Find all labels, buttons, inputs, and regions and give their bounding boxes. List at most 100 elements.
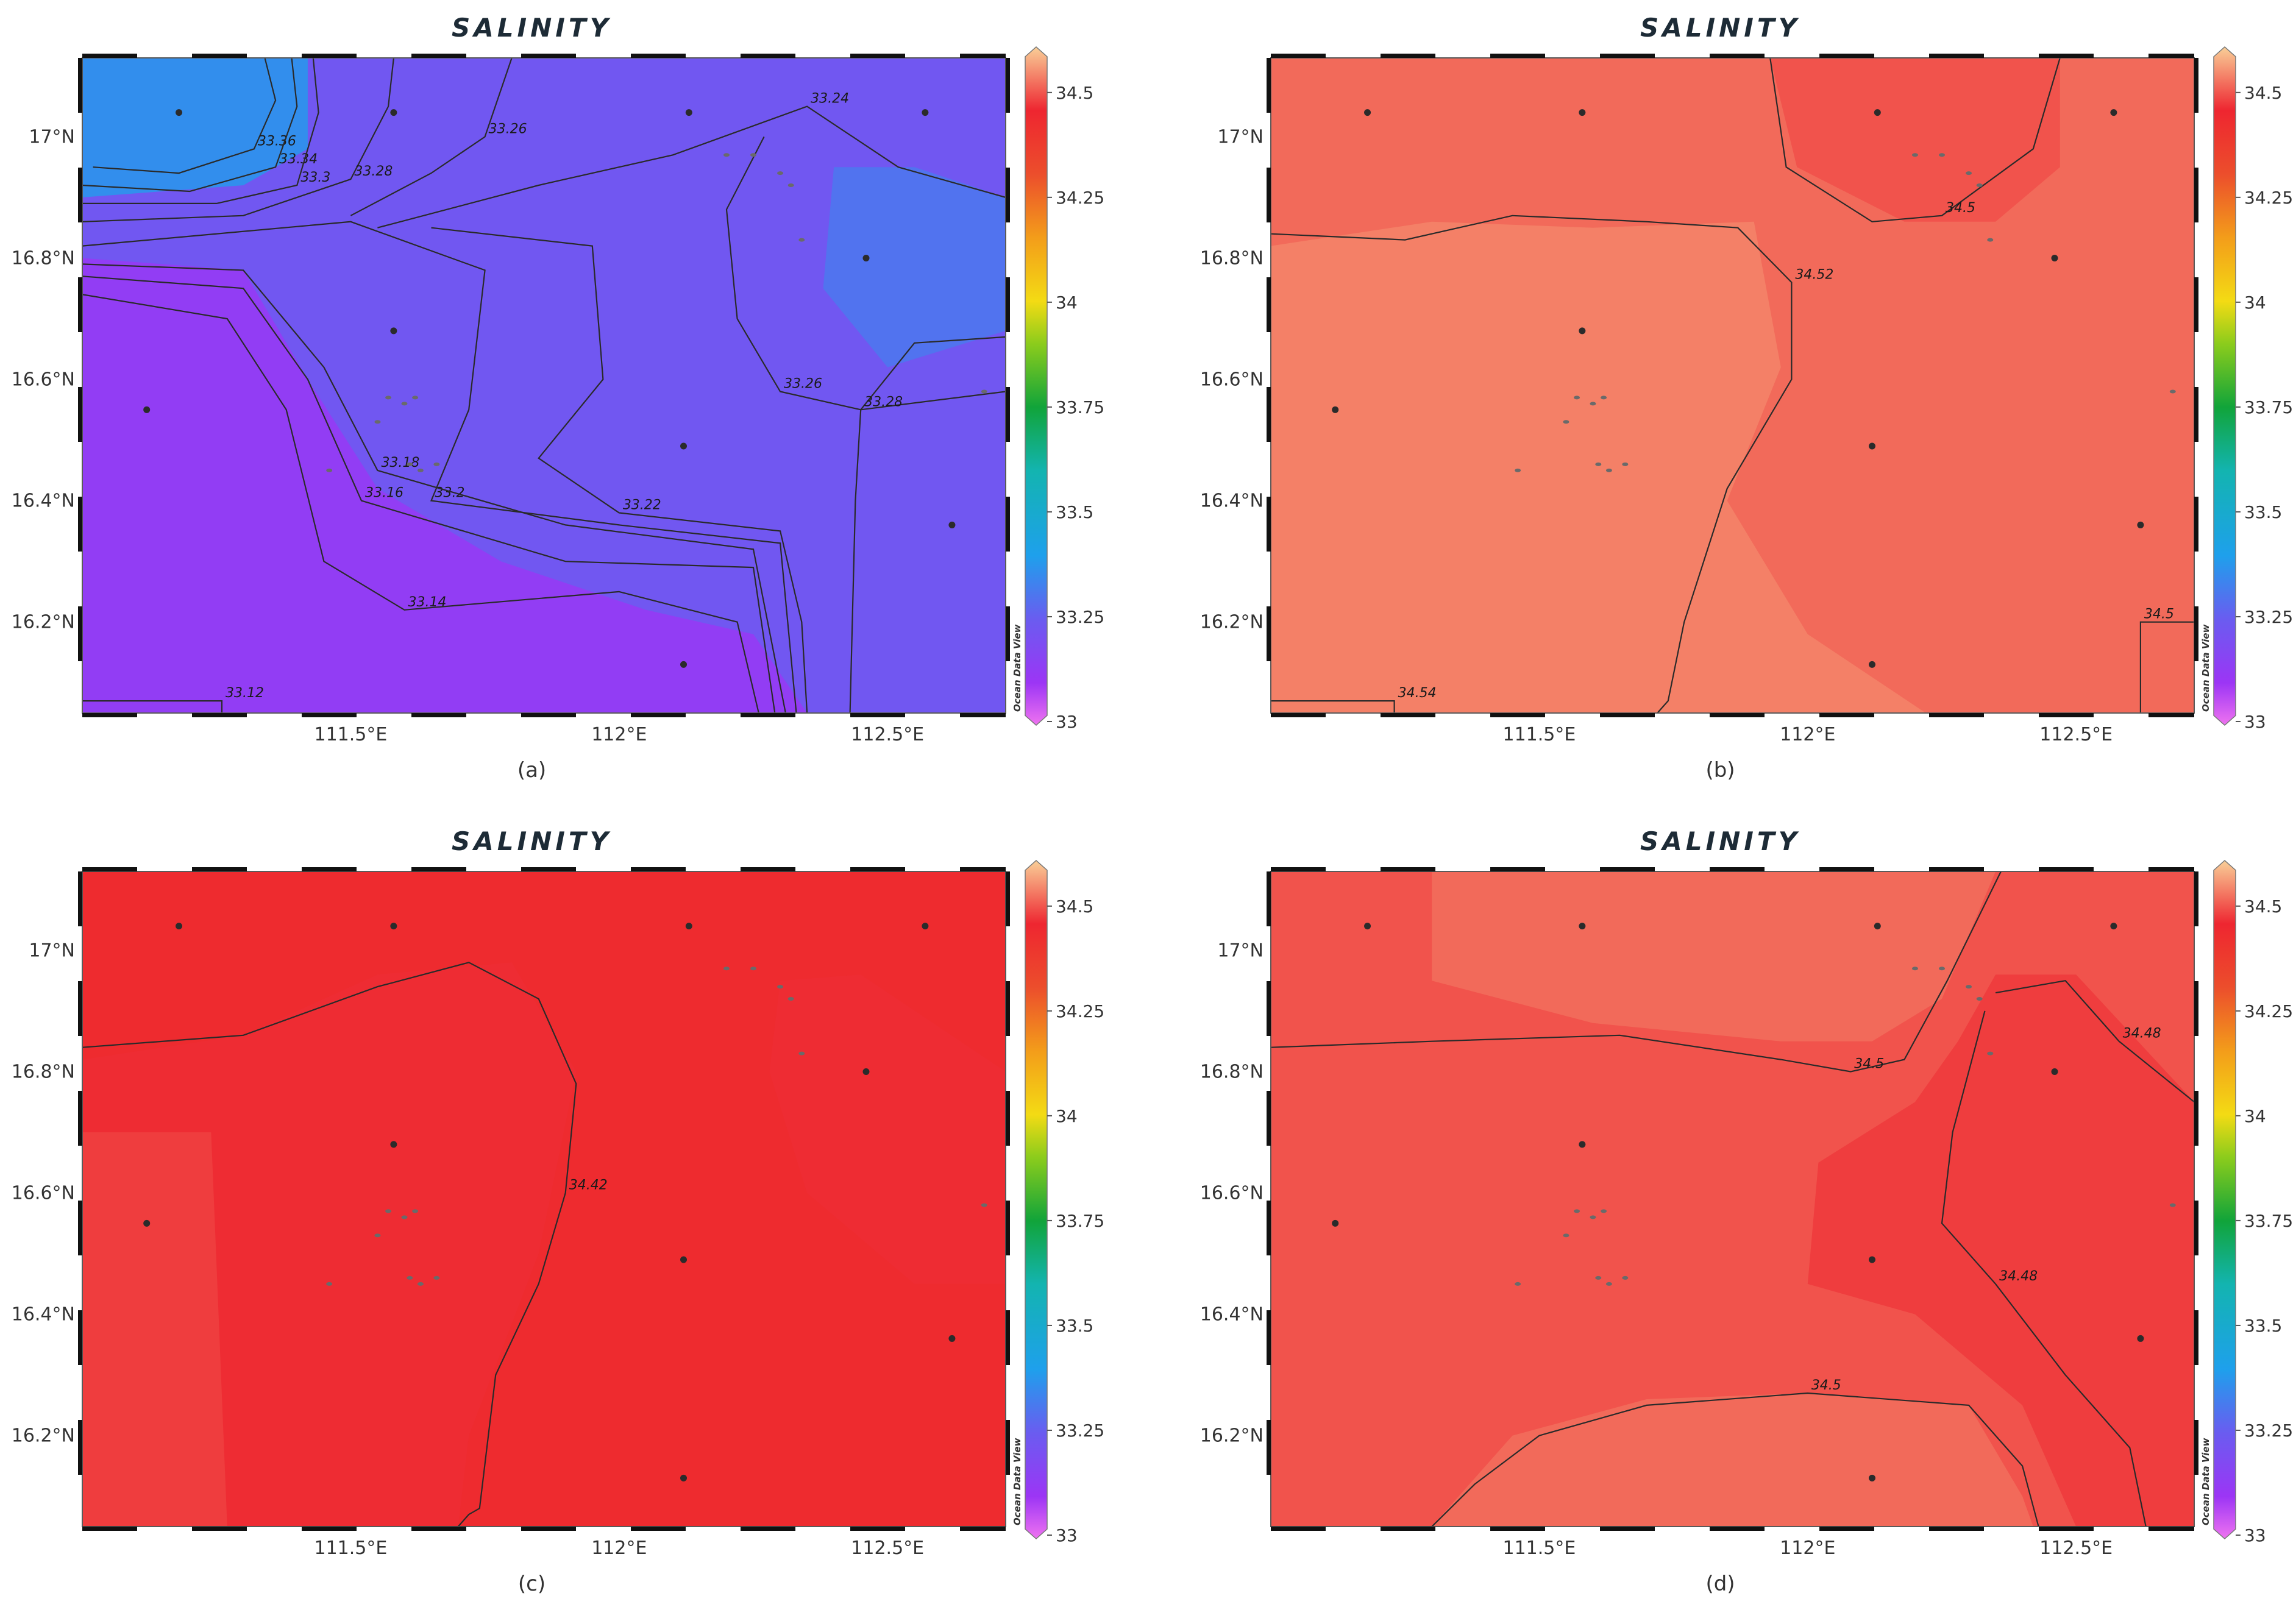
contour-line	[82, 58, 394, 222]
station-dot	[685, 923, 692, 930]
contour-label: 33.26	[489, 121, 527, 137]
colorbar-tick-label: 33.75	[2244, 397, 2293, 417]
station-dot	[1579, 109, 1586, 116]
colorbar-ramp	[1025, 859, 1048, 1540]
island-mark	[1622, 1276, 1629, 1280]
salinity-region-2	[769, 974, 1006, 1284]
contour-label: 34.52	[1795, 267, 1833, 282]
y-tick-label: 16.6°N	[12, 1183, 75, 1204]
island-mark	[1605, 1282, 1612, 1286]
salinity-region-3	[1432, 1393, 2033, 1527]
chart-panel-3: SALINITY 34.42 111.5°E 112°E 112.5°E 16.2°N 16…	[12, 826, 1104, 1596]
station-dot	[1579, 1141, 1586, 1148]
colorbar-tick-label: 33.25	[1056, 607, 1104, 627]
chart-title: SALINITY	[1640, 13, 1800, 43]
panel-caption: (a)	[517, 758, 546, 782]
island-mark	[777, 985, 784, 989]
contour-label: 34.48	[2123, 1026, 2161, 1041]
salinity-field: 34.5 34.52 34.54 34.5	[1271, 58, 2194, 713]
island-mark	[1976, 183, 1983, 188]
y-tick-label: 16.2°N	[1200, 612, 1264, 633]
contour-line	[431, 227, 808, 713]
contour-line	[1271, 215, 1793, 713]
station-dot	[2051, 254, 2058, 261]
station-dot	[390, 109, 397, 116]
colorbar-tick-label: 33.75	[2244, 1211, 2293, 1231]
contour-line	[82, 221, 797, 713]
x-tick-label: 111.5°E	[314, 724, 387, 745]
island-mark	[798, 1051, 805, 1056]
panel-caption: (b)	[1705, 758, 1735, 782]
island-mark	[1515, 468, 1521, 472]
island-mark	[1622, 462, 1629, 466]
contour-label: 33.16	[365, 486, 403, 501]
colorbar-tick-label: 34.25	[2244, 188, 2293, 208]
station-dot	[1869, 1474, 1876, 1481]
colorbar-tick-label: 34.25	[2244, 1001, 2293, 1021]
contour-label: 34.5	[1811, 1378, 1841, 1393]
island-mark	[417, 468, 424, 472]
y-tick-label: 16.6°N	[1200, 1183, 1264, 1204]
contour-line	[350, 58, 513, 216]
island-mark	[407, 462, 413, 466]
y-tick-label: 16.8°N	[12, 247, 75, 269]
contour-label: 34.5	[1854, 1056, 1884, 1071]
station-dot	[948, 521, 956, 528]
station-dot	[2110, 109, 2117, 116]
colorbar-tick-label: 34	[2244, 293, 2266, 313]
station-dot	[680, 442, 688, 450]
island-mark	[723, 153, 730, 157]
colorbar-tick-label: 34.5	[2244, 83, 2282, 103]
island-mark	[2169, 1203, 2176, 1207]
island-mark	[787, 997, 794, 1001]
island-mark	[1987, 238, 1994, 242]
chart-panel-2: SALINITY 34.5 34.52 34.54 34.5 111.5°E 112°E 11…	[1200, 13, 2293, 782]
station-dot	[1869, 442, 1876, 450]
colorbar-tick-label: 34.5	[1056, 896, 1093, 917]
x-tick-label: 111.5°E	[1502, 724, 1576, 745]
x-tick-label: 111.5°E	[1502, 1538, 1576, 1559]
salinity-field: 34.42	[82, 871, 1006, 1527]
island-mark	[401, 1215, 408, 1219]
island-mark	[401, 402, 408, 406]
x-tick-label: 112°E	[1780, 1538, 1835, 1559]
station-dot	[1332, 406, 1339, 413]
island-mark	[981, 1203, 987, 1207]
chart-title: SALINITY	[452, 13, 612, 43]
island-mark	[1574, 396, 1580, 400]
contour-label: 33.14	[408, 595, 446, 610]
station-dot	[390, 923, 397, 930]
colorbar: 33 33.25 33.5 33.75 34 34.25 34.5 Ocean Data Vi…	[2200, 859, 2293, 1545]
chart-title: SALINITY	[452, 826, 612, 856]
contour-line	[82, 58, 298, 193]
contour-line	[1995, 980, 2194, 1103]
contour-label: 33.24	[811, 91, 849, 107]
colorbar-tick-label: 33.5	[2244, 1316, 2282, 1336]
colorbar-tick-label: 34	[2244, 1106, 2266, 1126]
colorbar-tick-label: 33	[1056, 712, 1078, 732]
island-mark	[1966, 171, 1972, 176]
colorbar-tick-label: 34.5	[1056, 83, 1093, 103]
island-mark	[1590, 402, 1596, 406]
island-mark	[374, 1233, 381, 1238]
colorbar-tick-label: 33	[1056, 1525, 1078, 1545]
salinity-field: 33.36 33.34 33.3 33.28 33.26 33.24 33.26 33.28 3…	[82, 58, 1006, 713]
island-mark	[981, 389, 987, 394]
island-mark	[407, 1276, 413, 1280]
salinity-region-3	[823, 167, 1006, 367]
y-tick-label: 16.2°N	[1200, 1425, 1264, 1447]
contour-line	[725, 136, 1006, 411]
ocean-data-view-watermark: Ocean Data View	[2200, 1438, 2211, 1525]
contour-line	[82, 275, 776, 713]
colorbar-ramp	[2213, 859, 2236, 1540]
colorbar-tick-label: 33.5	[2244, 502, 2282, 522]
contour-line	[2139, 621, 2194, 713]
island-mark	[723, 967, 730, 971]
island-mark	[412, 396, 419, 400]
station-dot	[1874, 923, 1881, 930]
x-tick-label: 112.5°E	[851, 724, 924, 745]
island-mark	[777, 171, 784, 176]
station-dot	[862, 1068, 870, 1075]
